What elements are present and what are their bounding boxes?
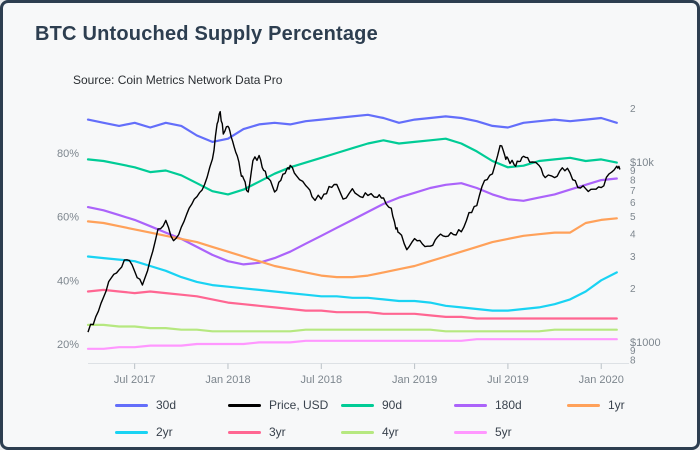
page-title: BTC Untouched Supply Percentage [35,23,378,45]
series-line-4yr [86,323,618,333]
legend-swatch [115,430,148,434]
legend-swatch [115,403,148,407]
y-right-tick-label: 9 [630,346,636,357]
y-right-tick-label: 4 [630,230,636,241]
y-right-tick-label: $1000 [630,337,661,349]
source-caption: Source: Coin Metrics Network Data Pro [73,73,283,87]
series-line-3yr [86,288,618,320]
legend-swatch [567,403,600,407]
legend-item-180d[interactable]: 180d [454,396,567,414]
legend-swatch [228,403,261,407]
y-right-tick-label: 8 [630,175,636,186]
y-left-tick-label: 60% [57,212,79,224]
series-line-90d [86,137,618,196]
y-right-tick-label: 9 [630,166,636,177]
y-right-tick-label: 2 [630,104,636,115]
legend-item-5yr[interactable]: 5yr [454,423,567,441]
legend-row1: 30d Price, USD 90d 180d 1yr [115,396,690,414]
legend-swatch [454,430,487,434]
y-left-tick-label: 20% [57,339,79,351]
y-right-tick-label: 3 [630,252,636,263]
x-tick-label: Jan 2018 [205,374,250,386]
y-right-tick-label: 8 [630,355,636,366]
x-tick-label: Jan 2019 [392,374,437,386]
legend-swatch [454,403,487,407]
y-right-tick-label: 7 [630,186,636,197]
x-tick-label: Jul 2018 [300,374,342,386]
legend-row2: 2yr 3yr 4yr 5yr [115,423,690,441]
legend-item-price-usd[interactable]: Price, USD [228,396,341,414]
legend-label: 3yr [269,425,286,439]
y-right-tick-label: 6 [630,198,636,209]
legend-label: 180d [495,398,522,412]
series-line-2yr [86,255,618,312]
legend-item-3yr[interactable]: 3yr [228,423,341,441]
y-left-tick-label: 40% [57,275,79,287]
series-line-30d [86,113,618,143]
legend-item-2yr[interactable]: 2yr [115,423,228,441]
legend-label: 1yr [608,398,625,412]
series-line-180d [86,177,618,266]
btc-untouched-supply-chart: Jul 2017 Jan 2018 Jul 2018 Jan 2019 Jul 2019… [57,104,661,386]
legend-item-30d[interactable]: 30d [115,396,228,414]
legend: 30d Price, USD 90d 180d 1yr 2yr 3yr 4yr 5yr [115,396,690,447]
legend-swatch [341,403,374,407]
legend-label: Price, USD [269,398,329,412]
y-right-tick-label: 5 [630,212,636,223]
x-tick-label: Jul 2019 [487,374,529,386]
series-line-1yr [86,217,618,279]
y-right-tick-label: 2 [630,284,636,295]
series-line-5yr [86,338,618,350]
legend-item-90d[interactable]: 90d [341,396,454,414]
legend-item-4yr[interactable]: 4yr [341,423,454,441]
x-tick-label: Jul 2017 [114,374,156,386]
legend-label: 5yr [495,425,512,439]
x-tick-label: Jan 2020 [579,374,624,386]
series-line-price-usd [87,110,621,333]
legend-label: 30d [156,398,177,412]
y-right-tick-label: $10k [630,157,654,169]
legend-item-1yr[interactable]: 1yr [567,396,680,414]
legend-swatch [228,430,261,434]
legend-swatch [341,430,374,434]
legend-label: 2yr [156,425,173,439]
legend-label: 4yr [382,425,399,439]
legend-label: 90d [382,398,403,412]
y-left-tick-label: 80% [57,148,79,160]
